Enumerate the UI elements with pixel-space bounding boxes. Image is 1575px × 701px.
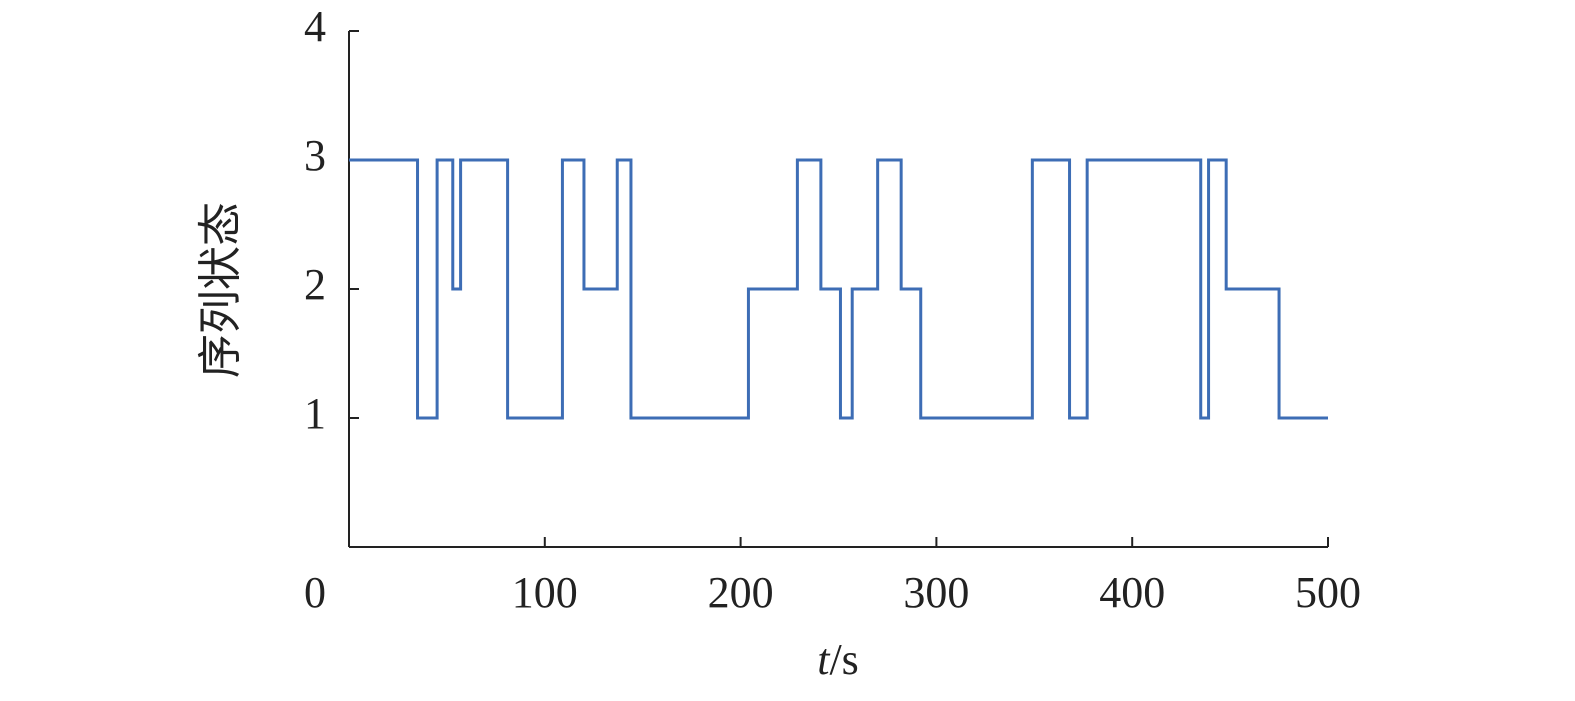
y-tick-label: 1	[304, 389, 326, 438]
y-axis-label: 序列状态	[196, 202, 245, 378]
x-tick-label: 100	[512, 568, 578, 617]
x-tick-label: 200	[708, 568, 774, 617]
x-tick-label: 400	[1099, 568, 1165, 617]
y-tick-label: 3	[304, 131, 326, 180]
data-line	[349, 158, 1328, 420]
y-tick-label: 2	[304, 260, 326, 309]
y-tick-label: 4	[304, 2, 326, 51]
x-tick-label: 0	[304, 568, 326, 617]
x-tick-label: 300	[903, 568, 969, 617]
x-axis-label: t/s	[817, 635, 859, 684]
x-tick-label: 500	[1295, 568, 1361, 617]
